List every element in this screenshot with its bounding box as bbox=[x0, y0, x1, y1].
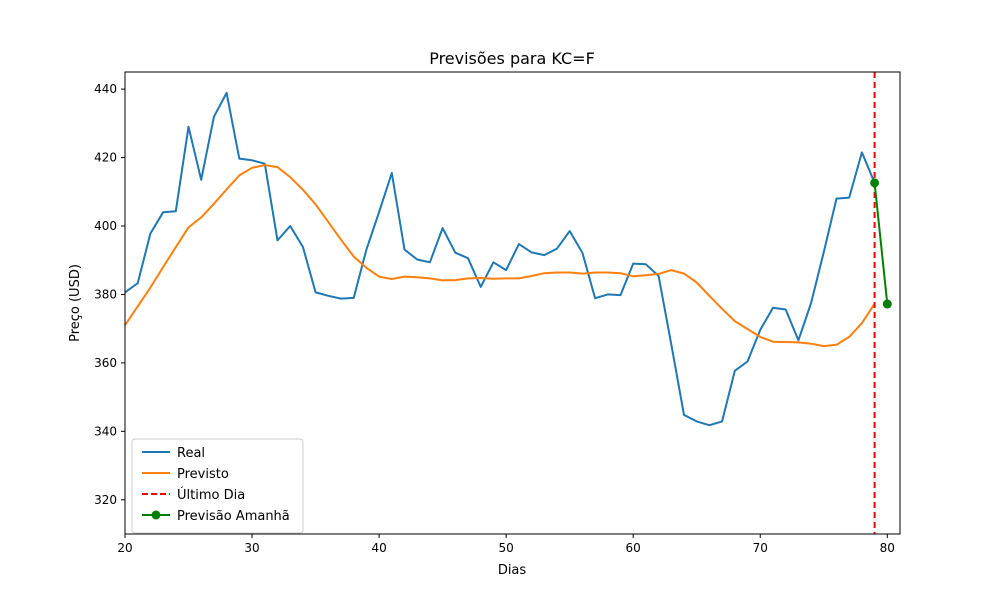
y-tick-label: 400 bbox=[94, 219, 117, 233]
y-tick-label: 440 bbox=[94, 82, 117, 96]
chart-title: Previsões para KC=F bbox=[429, 49, 595, 68]
axes: 20 30 40 50 60 70 80 320 340 360 380 400 420 440 bbox=[94, 82, 895, 555]
forecast-point bbox=[882, 299, 892, 309]
series-line-1 bbox=[124, 164, 876, 348]
legend-box bbox=[131, 438, 304, 534]
plot-frame bbox=[124, 71, 901, 535]
legend-label: Previsão Amanhã bbox=[177, 509, 290, 524]
x-axis-label: Dias bbox=[498, 563, 527, 578]
x-tick-label: 60 bbox=[626, 541, 641, 555]
y-tick-label: 320 bbox=[94, 493, 117, 507]
y-tick-label: 380 bbox=[94, 287, 117, 301]
series-line-0 bbox=[124, 91, 876, 427]
x-tick-label: 30 bbox=[244, 541, 259, 555]
x-tick-label: 80 bbox=[880, 541, 895, 555]
legend-label: Previsto bbox=[177, 467, 229, 482]
x-tick-label: 40 bbox=[371, 541, 386, 555]
series-line-3 bbox=[873, 182, 889, 305]
x-tick-label: 70 bbox=[753, 541, 768, 555]
plot-area bbox=[124, 72, 892, 534]
x-tick-label: 20 bbox=[117, 541, 132, 555]
y-tick-label: 420 bbox=[94, 151, 117, 165]
legend-label: Último Dia bbox=[177, 487, 245, 503]
legend: Real Previsto Último Dia Previsão Amanhã bbox=[131, 438, 304, 534]
forecast-point bbox=[870, 178, 880, 188]
y-axis-label: Preço (USD) bbox=[68, 264, 83, 342]
legend-label: Real bbox=[177, 446, 205, 461]
y-tick-label: 340 bbox=[94, 424, 117, 438]
x-tick-label: 50 bbox=[499, 541, 514, 555]
legend-marker bbox=[151, 510, 161, 520]
y-tick-label: 360 bbox=[94, 356, 117, 370]
